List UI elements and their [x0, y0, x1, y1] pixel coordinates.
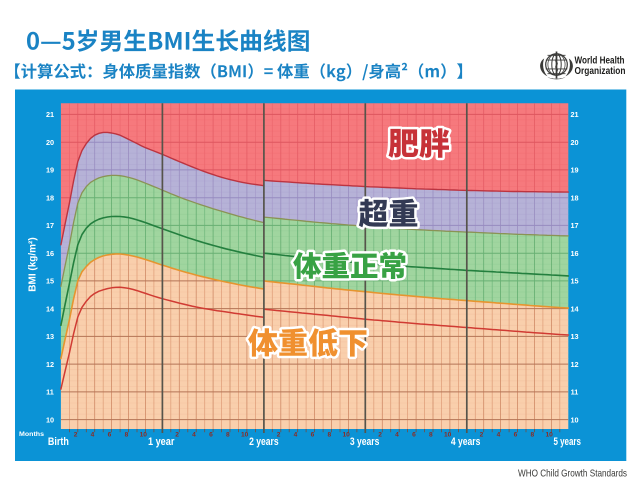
svg-text:12: 12	[46, 360, 54, 369]
svg-text:16: 16	[570, 249, 578, 258]
svg-text:Birth: Birth	[48, 436, 69, 448]
svg-text:21: 21	[570, 110, 578, 119]
svg-text:8: 8	[125, 431, 129, 438]
svg-text:6: 6	[311, 431, 315, 438]
svg-text:21: 21	[46, 110, 54, 119]
svg-text:WHO Child Growth Standards: WHO Child Growth Standards	[518, 468, 627, 480]
svg-text:8: 8	[530, 431, 534, 438]
svg-text:18: 18	[46, 193, 54, 202]
svg-text:6: 6	[209, 431, 213, 438]
svg-text:15: 15	[570, 277, 578, 286]
svg-text:BMI (kg/m²): BMI (kg/m²)	[28, 237, 39, 291]
svg-text:6: 6	[514, 431, 518, 438]
svg-text:2: 2	[480, 431, 484, 438]
svg-text:2: 2	[175, 431, 179, 438]
svg-text:11: 11	[46, 388, 54, 397]
svg-text:15: 15	[46, 277, 54, 286]
svg-text:10: 10	[343, 431, 351, 438]
svg-text:19: 19	[46, 166, 54, 175]
svg-text:4 years: 4 years	[451, 436, 481, 448]
svg-text:12: 12	[570, 360, 578, 369]
svg-text:8: 8	[327, 431, 331, 438]
svg-text:18: 18	[570, 193, 578, 202]
svg-text:8: 8	[429, 431, 433, 438]
svg-text:14: 14	[46, 304, 55, 313]
svg-text:1 year: 1 year	[148, 436, 175, 448]
svg-text:3 years: 3 years	[350, 436, 380, 448]
svg-text:2 years: 2 years	[249, 436, 279, 448]
svg-text:13: 13	[570, 332, 578, 341]
svg-text:14: 14	[570, 304, 579, 313]
svg-text:17: 17	[46, 221, 54, 230]
svg-text:6: 6	[412, 431, 416, 438]
svg-text:17: 17	[570, 221, 578, 230]
svg-text:8: 8	[226, 431, 230, 438]
svg-text:4: 4	[395, 431, 399, 438]
svg-text:4: 4	[294, 431, 298, 438]
svg-text:19: 19	[570, 166, 578, 175]
svg-text:2: 2	[378, 431, 382, 438]
svg-text:10: 10	[46, 415, 54, 424]
svg-text:5 years: 5 years	[553, 436, 581, 448]
svg-text:4: 4	[497, 431, 501, 438]
svg-text:4: 4	[91, 431, 95, 438]
svg-text:2: 2	[277, 431, 281, 438]
svg-text:16: 16	[46, 249, 54, 258]
svg-text:10: 10	[241, 431, 249, 438]
svg-text:4: 4	[192, 431, 196, 438]
svg-text:10: 10	[570, 415, 578, 424]
svg-text:2: 2	[74, 431, 78, 438]
svg-text:13: 13	[46, 332, 54, 341]
svg-text:Organization: Organization	[575, 65, 626, 77]
svg-text:20: 20	[46, 138, 54, 147]
svg-text:10: 10	[546, 431, 554, 438]
svg-text:10: 10	[140, 431, 148, 438]
svg-text:6: 6	[108, 431, 112, 438]
svg-text:10: 10	[444, 431, 452, 438]
svg-text:Months: Months	[19, 431, 44, 438]
svg-text:World Health: World Health	[575, 55, 625, 67]
svg-text:20: 20	[570, 138, 578, 147]
svg-text:11: 11	[571, 388, 579, 397]
